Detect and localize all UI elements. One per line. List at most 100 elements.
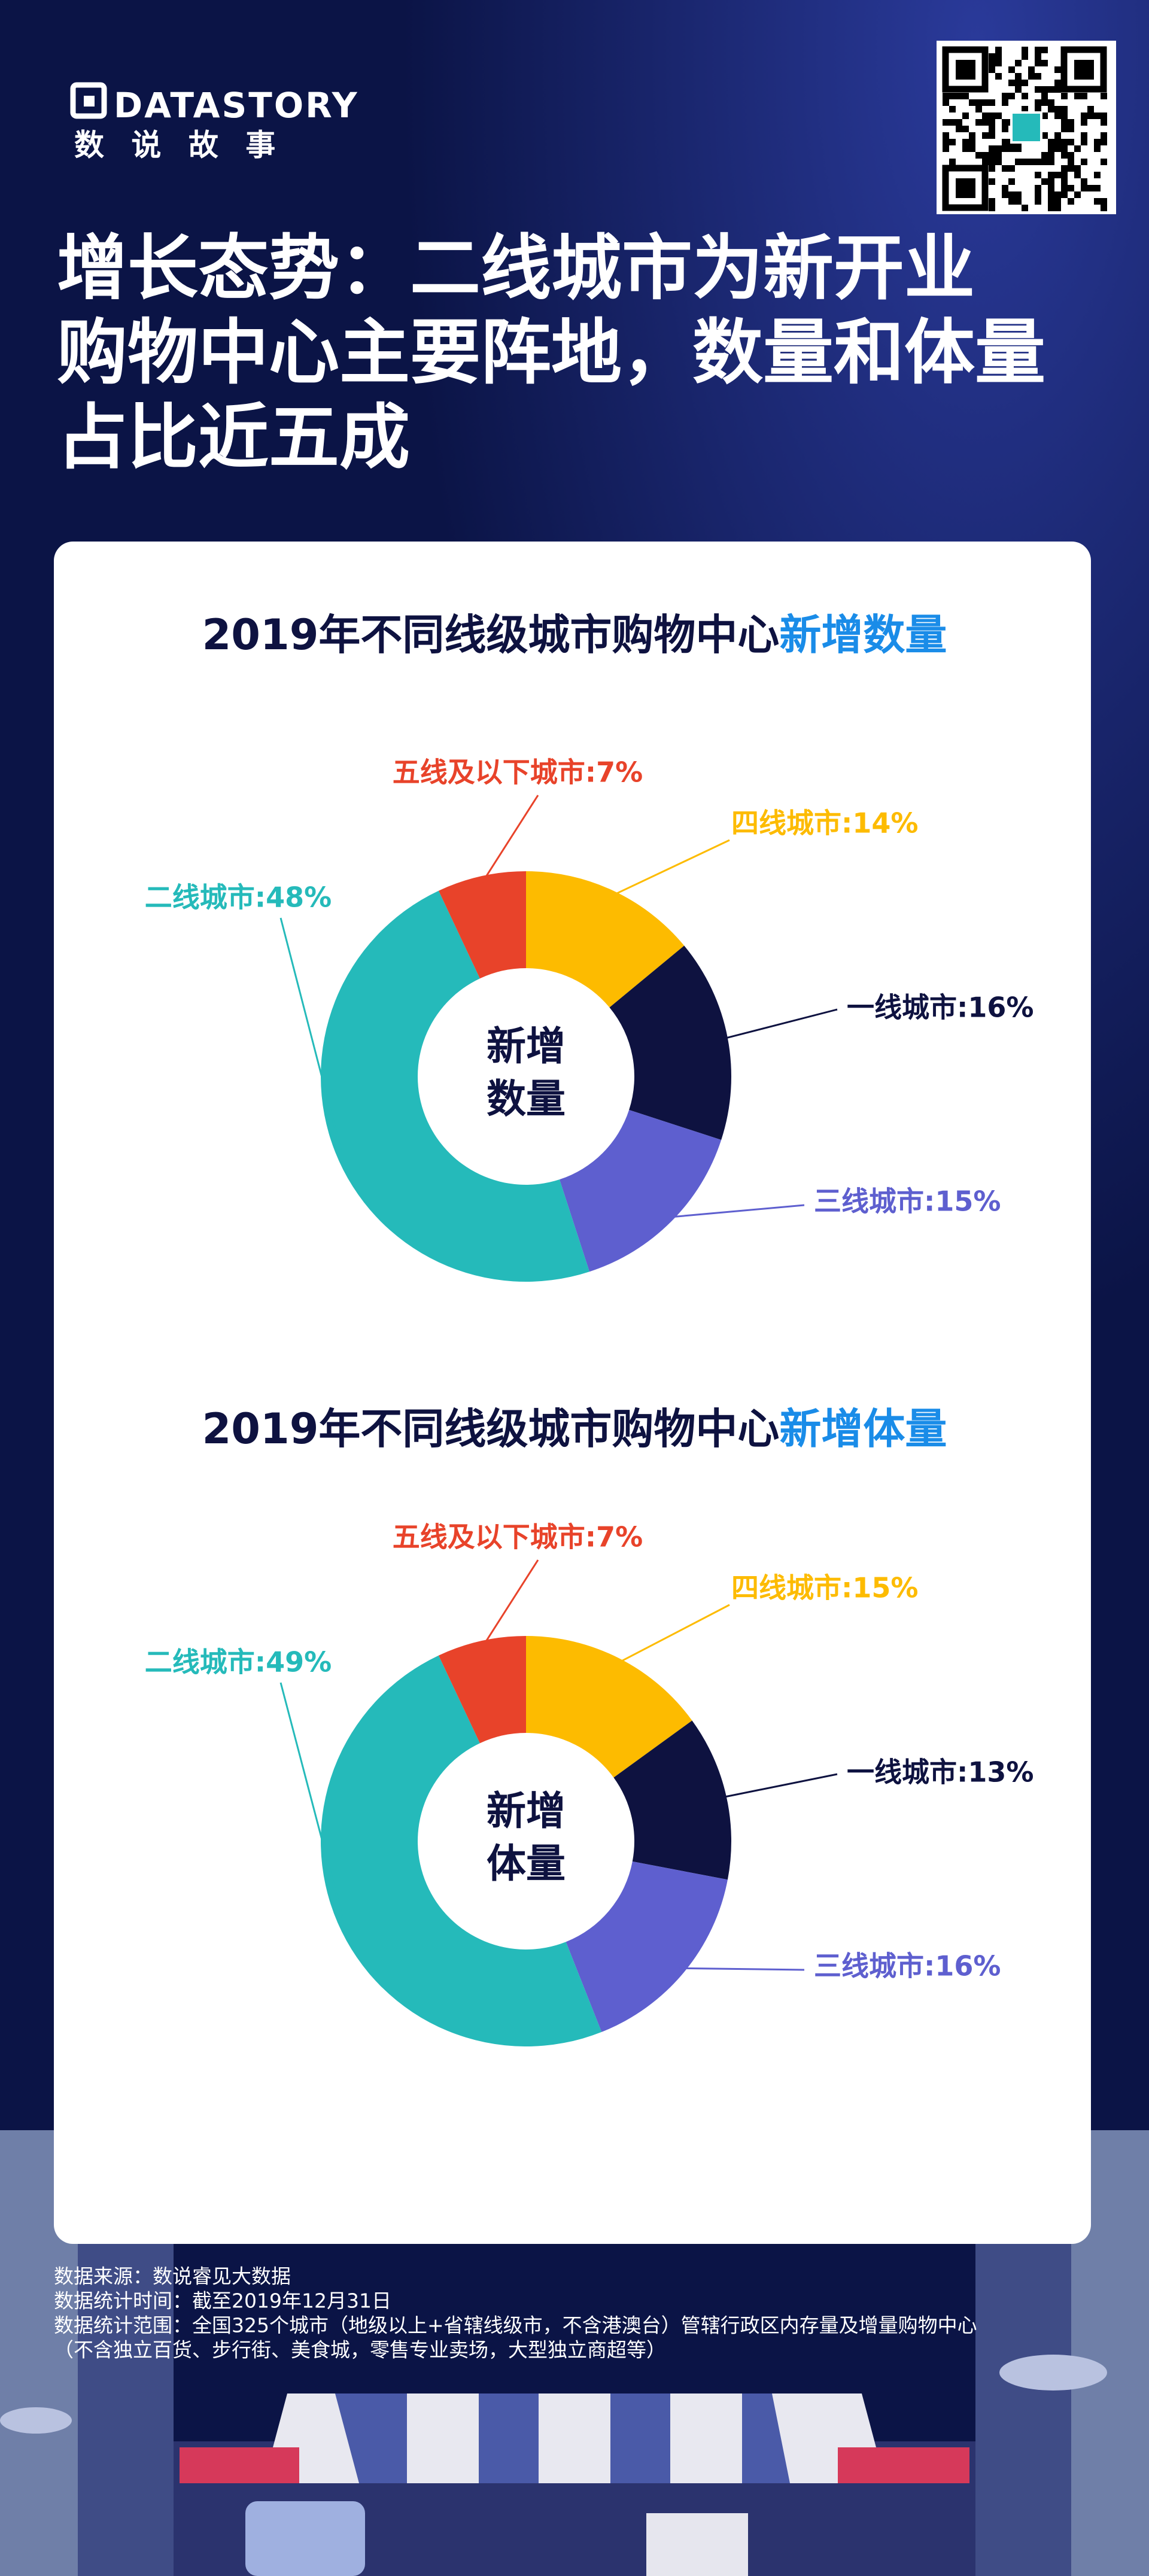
- qr-module: [1068, 165, 1074, 172]
- qr-module: [1035, 60, 1041, 66]
- donut-slice: [609, 945, 731, 1140]
- qr-module: [1054, 139, 1061, 145]
- qr-module: [1035, 185, 1041, 191]
- qr-module: [975, 152, 982, 159]
- qr-module: [1015, 159, 1022, 165]
- qr-module: [1022, 93, 1028, 99]
- qr-module: [1101, 205, 1107, 211]
- qr-module: [995, 159, 1002, 165]
- qr-module: [1094, 185, 1101, 191]
- qr-module: [1054, 86, 1061, 93]
- qr-module: [1068, 119, 1074, 126]
- qr-module: [995, 73, 1002, 80]
- donut-slice: [613, 1720, 731, 1880]
- qr-module: [943, 139, 949, 145]
- qr-module: [1054, 66, 1061, 73]
- qr-module: [1081, 119, 1087, 126]
- qr-module: [989, 145, 995, 152]
- qr-module: [1054, 80, 1061, 86]
- qr-module: [949, 106, 956, 112]
- footer-note: 数据统计时间：截至2019年12月31日: [54, 2289, 391, 2313]
- qr-module: [1081, 185, 1087, 191]
- qr-module: [969, 145, 975, 152]
- qr-module: [1002, 185, 1008, 191]
- qr-module: [995, 60, 1002, 66]
- qr-module: [1101, 198, 1107, 205]
- qr-module: [1015, 86, 1022, 93]
- qr-module: [943, 145, 949, 152]
- qr-module: [975, 99, 982, 106]
- qr-module: [943, 119, 949, 126]
- chart-title-highlight: 新增体量: [779, 1404, 947, 1453]
- qr-module: [1041, 93, 1048, 99]
- qr-module: [962, 112, 969, 119]
- chart-title: 2019年不同线级城市购物中心新增体量: [202, 1404, 947, 1453]
- qr-module: [989, 112, 995, 119]
- qr-module: [1074, 165, 1081, 172]
- qr-module: [1022, 205, 1028, 211]
- leader-line: [721, 1008, 838, 1041]
- qr-module: [989, 152, 995, 159]
- qr-module: [1074, 191, 1081, 198]
- qr-module: [1022, 47, 1028, 53]
- qr-module: [969, 132, 975, 139]
- qr-module: [989, 53, 995, 60]
- donut-slice: [320, 890, 589, 1282]
- qr-module: [1015, 73, 1022, 80]
- brand: DATASTORY: [114, 85, 359, 126]
- qr-module: [1008, 178, 1015, 185]
- leader-line: [482, 1559, 539, 1647]
- qr-module: [995, 53, 1002, 60]
- qr-module: [1028, 159, 1035, 165]
- qr-module: [1068, 185, 1074, 191]
- chart-title-main: 2019年不同线级城市购物中心: [202, 610, 780, 659]
- qr-finder: [956, 178, 975, 198]
- qr-finder: [1060, 46, 1107, 93]
- qr-module: [1002, 119, 1008, 126]
- qr-module: [1035, 191, 1041, 198]
- qr-module: [949, 159, 956, 165]
- qr-module: [1081, 139, 1087, 145]
- qr-module: [1008, 80, 1015, 86]
- slice-label: 三线城市:16%: [814, 1950, 1001, 1982]
- qr-module: [1022, 53, 1028, 60]
- leader-line: [610, 839, 730, 898]
- qr-module: [1035, 53, 1041, 60]
- qr-module: [1041, 86, 1048, 93]
- qr-module: [982, 119, 989, 126]
- donut-slice: [559, 1109, 722, 1272]
- qr-module: [1041, 112, 1048, 119]
- qr-module: [1094, 198, 1101, 205]
- qr-module: [1035, 159, 1041, 165]
- qr-module: [982, 132, 989, 139]
- headline-line: 增长态势：二线城市为新开业: [57, 227, 975, 309]
- qr-module: [1054, 205, 1061, 211]
- qr-module: [1008, 93, 1015, 99]
- brand-cn: 数 说 故 事: [74, 128, 284, 163]
- qr-module: [1081, 132, 1087, 139]
- qr-module: [1048, 106, 1054, 112]
- qr-module: [1101, 132, 1107, 139]
- qr-module: [1008, 66, 1015, 73]
- qr-module: [1048, 86, 1054, 93]
- qr-module: [995, 152, 1002, 159]
- qr-module: [1094, 139, 1101, 145]
- qr-module: [1087, 106, 1094, 112]
- footer-note: 数据来源：数说睿见大数据: [54, 2265, 291, 2288]
- qr-module: [1054, 132, 1061, 139]
- qr-module: [1035, 198, 1041, 205]
- qr-module: [1015, 198, 1022, 205]
- qr-module: [1002, 139, 1008, 145]
- qr-module: [1008, 198, 1015, 205]
- qr-module: [1041, 99, 1048, 106]
- donut-slice: [566, 1861, 728, 2032]
- qr-module: [1087, 185, 1094, 191]
- chart-title: 2019年不同线级城市购物中心新增数量: [202, 610, 947, 659]
- qr-module: [1048, 99, 1054, 106]
- qr-module: [1101, 139, 1107, 145]
- qr-module: [1061, 126, 1068, 132]
- qr-module: [1081, 93, 1087, 99]
- qr-module: [989, 60, 995, 66]
- slice-label: 四线城市:14%: [731, 807, 919, 840]
- qr-module: [1048, 191, 1054, 198]
